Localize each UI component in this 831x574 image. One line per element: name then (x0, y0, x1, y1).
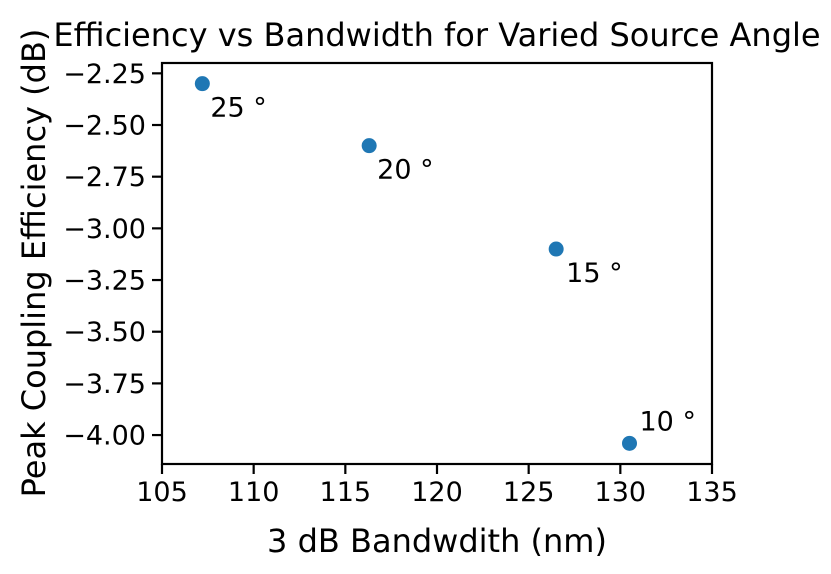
point-annotation: 15 ° (566, 258, 622, 289)
data-point (622, 435, 637, 451)
data-point (194, 76, 210, 92)
point-annotation: 20 ° (377, 155, 433, 186)
y-tick-label: −3.00 (63, 214, 146, 245)
x-tick-label: 115 (320, 477, 372, 508)
x-axis-label: 3 dB Bandwdith (nm) (267, 522, 607, 560)
y-tick-label: −3.75 (63, 369, 146, 400)
x-tick-label: 105 (136, 477, 188, 508)
x-tick-label: 110 (228, 477, 280, 508)
y-tick-label: −3.50 (63, 317, 146, 348)
x-tick-label: 135 (686, 477, 738, 508)
plot-area: 105 110 115 120 125 130 135 −2.25 −2.50 −2.75 −3.0… (63, 59, 738, 508)
point-annotation: 10 ° (640, 406, 696, 437)
x-tick-label: 130 (595, 477, 647, 508)
x-tick-label: 125 (503, 477, 555, 508)
y-tick-label: −2.50 (63, 111, 146, 142)
data-point (361, 138, 377, 154)
y-tick-label: −2.75 (63, 162, 146, 193)
y-tick-label: −3.25 (63, 266, 146, 297)
y-tick-label: −2.25 (63, 59, 146, 90)
data-point (548, 241, 564, 257)
y-axis-label: Peak Coupling Efficiency (dB) (15, 29, 53, 498)
chart-title: Efficiency vs Bandwidth for Varied Sourc… (53, 16, 820, 54)
x-tick-label: 120 (411, 477, 463, 508)
point-annotation: 25 ° (210, 93, 266, 124)
y-tick-label: −4.00 (63, 421, 146, 452)
